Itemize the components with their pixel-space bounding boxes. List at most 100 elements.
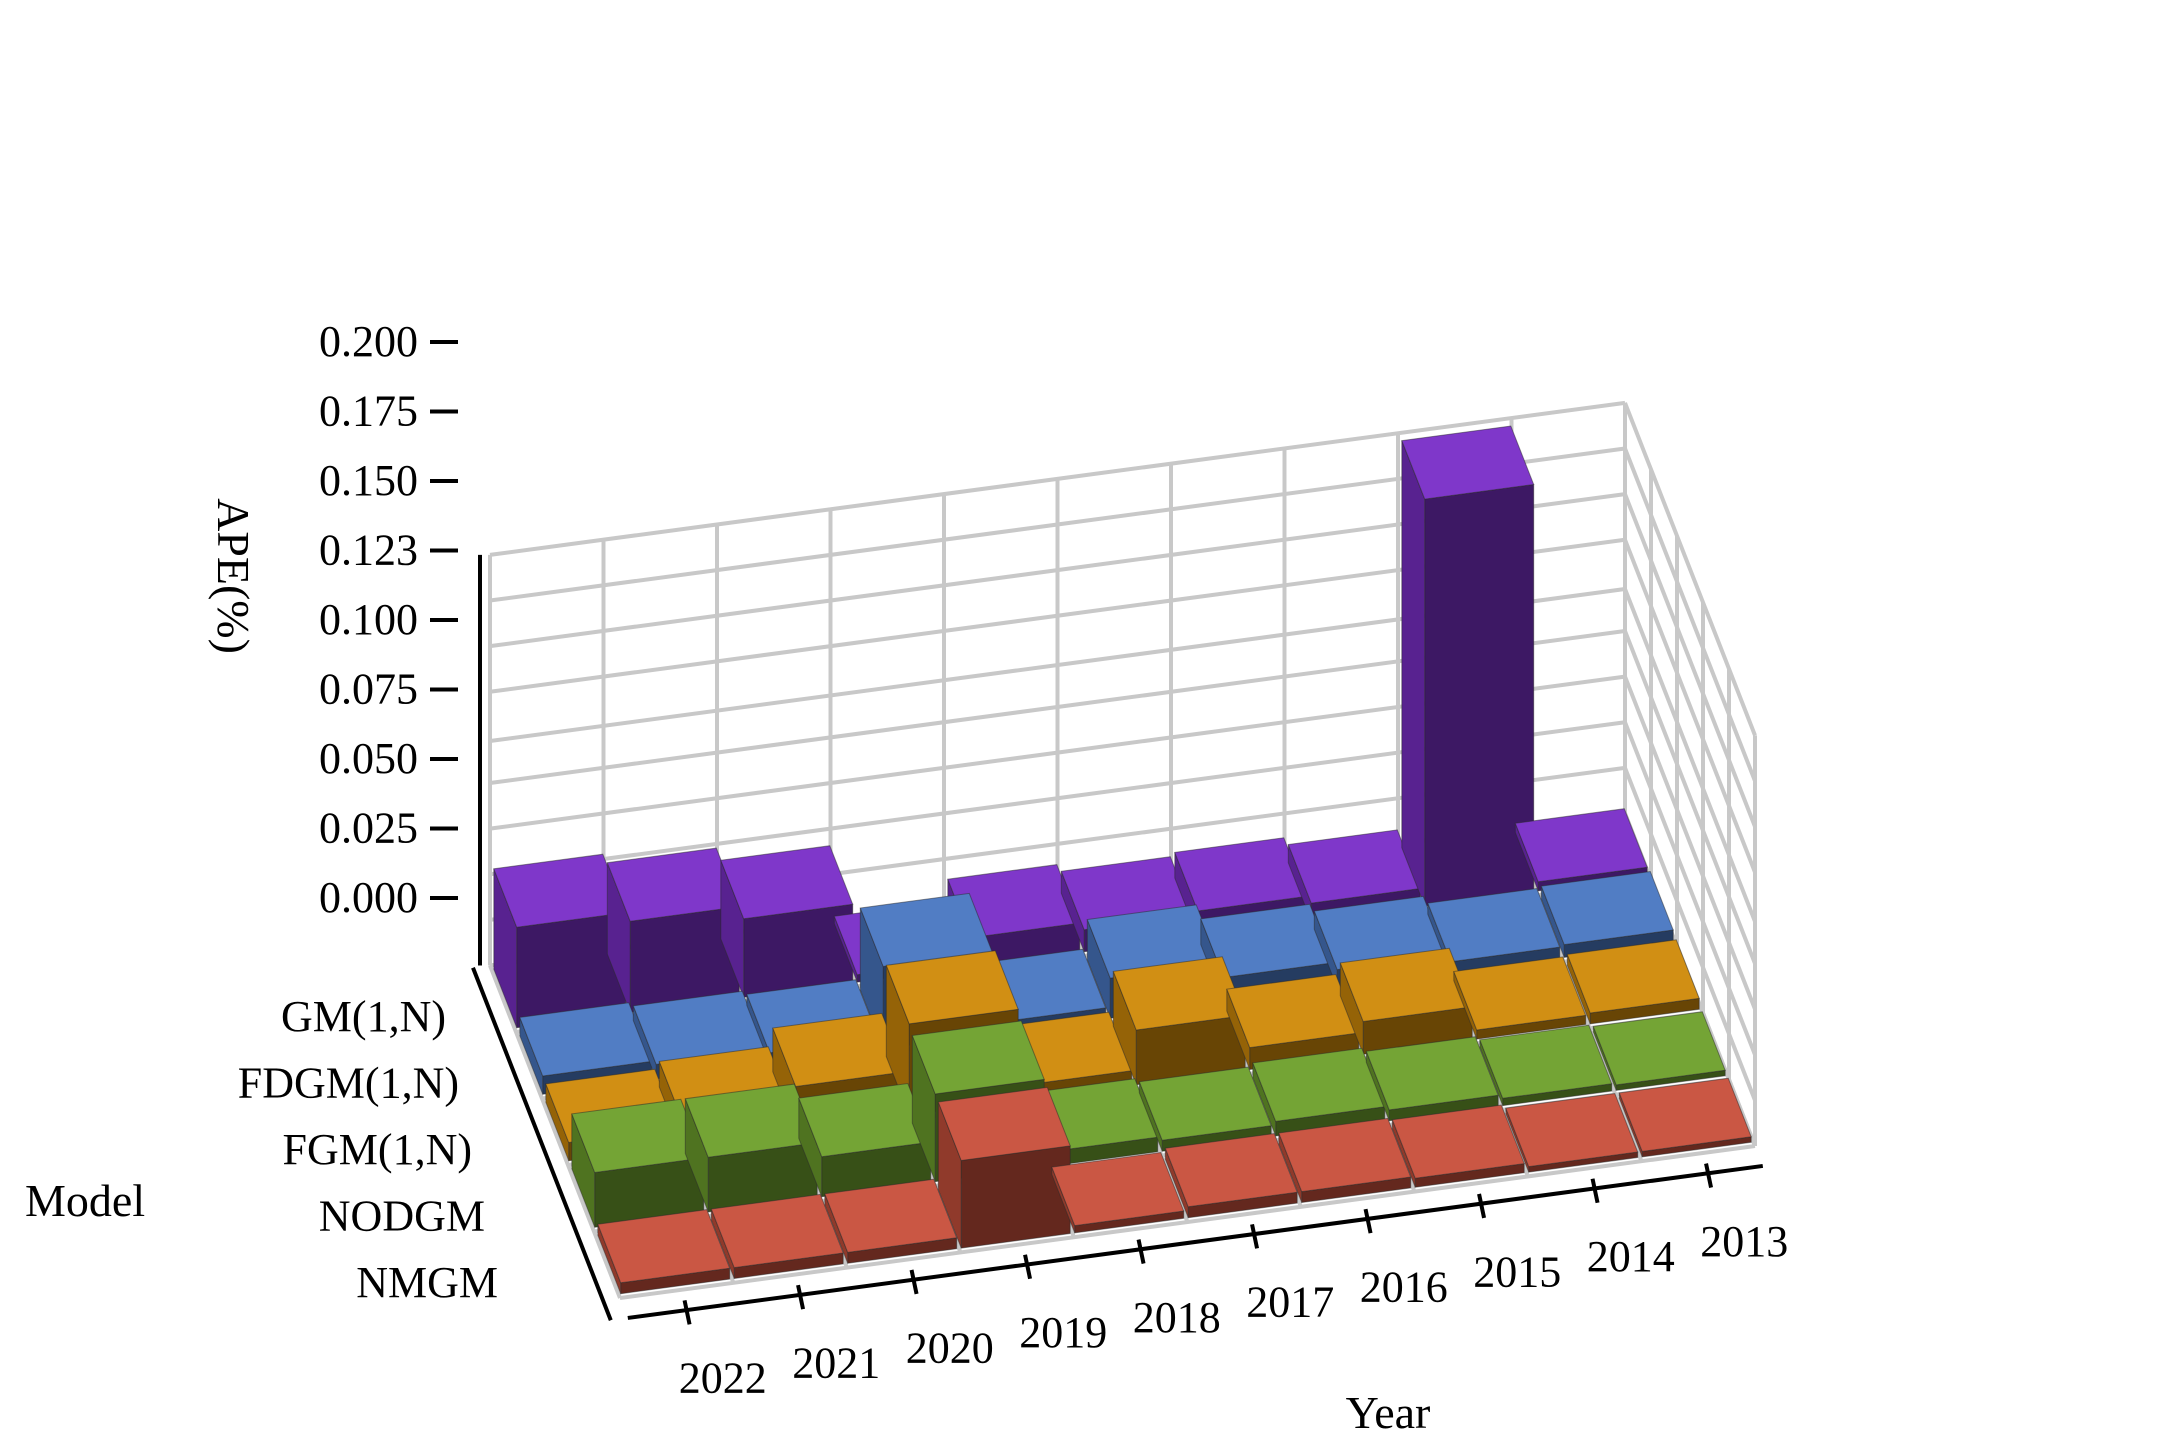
bar-nodgm-2015 xyxy=(1365,1036,1499,1122)
bar-gm-1-n--2014 xyxy=(1401,425,1535,907)
sidewall-horizontal-gridline xyxy=(1623,630,1757,965)
bar-side-face xyxy=(1401,440,1426,907)
bar-nmgm-2013 xyxy=(1618,1077,1752,1158)
bar-top-face xyxy=(684,1083,818,1158)
bar-top-face xyxy=(1479,1024,1613,1099)
z-tick-label: 0.175 xyxy=(319,387,418,436)
x-tick-mark xyxy=(682,1299,692,1325)
model-tick-label: FGM(1,N) xyxy=(283,1125,472,1174)
axis-layer: 0.000 0.025 0.050 0.075 0.100 0.123 0.150 0.175… xyxy=(319,317,1764,1325)
bar-nodgm-2020 xyxy=(798,1082,932,1198)
x-axis-title: Year xyxy=(1346,1387,1431,1438)
x-tick-label: 2019 xyxy=(1019,1308,1107,1357)
bar-front-face xyxy=(1424,483,1535,907)
bar-top-face xyxy=(1252,1047,1386,1122)
bar-nmgm-2016 xyxy=(1278,1117,1412,1204)
bar-top-face xyxy=(710,1193,844,1269)
bar-top-face xyxy=(1391,1104,1525,1179)
bar-top-face xyxy=(1365,1036,1499,1111)
bar-top-face xyxy=(1138,1066,1272,1141)
x-tick-mark xyxy=(1477,1193,1487,1219)
bar-front-face xyxy=(960,1145,1071,1249)
floor-year-gridline xyxy=(488,964,622,1299)
bar-top-face xyxy=(597,1209,731,1284)
x-tick-label: 2016 xyxy=(1360,1263,1448,1312)
z-tick-label: 0.200 xyxy=(319,317,418,366)
bar-nmgm-2019 xyxy=(937,1086,1071,1249)
z-tick-label: 0.100 xyxy=(319,595,418,644)
z-tick-label: 0.123 xyxy=(319,526,418,575)
bar-gm-1-n--2022 xyxy=(493,853,627,1029)
bar-top-face xyxy=(1339,947,1473,1023)
bar-nmgm-2015 xyxy=(1391,1104,1525,1188)
x-tick-label: 2015 xyxy=(1473,1247,1561,1296)
bar-nmgm-2018 xyxy=(1051,1151,1185,1234)
sidewall-horizontal-gridline xyxy=(1623,588,1757,923)
bar-nmgm-2020 xyxy=(824,1178,958,1264)
x-tick-label: 2014 xyxy=(1587,1232,1675,1281)
bar-top-face xyxy=(1505,1092,1639,1168)
bar-gm-1-n--2021 xyxy=(606,847,740,1014)
bar-top-face xyxy=(1427,887,1561,963)
floor-row-gridline xyxy=(619,1144,1756,1300)
sidewall-horizontal-gridline xyxy=(1623,675,1757,1010)
z-tick-label: 0.075 xyxy=(319,665,418,714)
y-axis-title: Model xyxy=(25,1175,145,1226)
model-tick-label: NMGM xyxy=(356,1258,498,1307)
bar-nodgm-2016 xyxy=(1252,1047,1386,1137)
x-tick-mark xyxy=(1590,1178,1600,1204)
sidewall-horizontal-gridline xyxy=(1623,447,1757,782)
bar-top-face xyxy=(1566,939,1700,1014)
bar-top-face xyxy=(1287,829,1421,904)
sidewall-horizontal-gridline xyxy=(1623,402,1757,737)
x-tick-label: 2018 xyxy=(1133,1293,1221,1342)
z-tick-label: 0.000 xyxy=(319,873,418,922)
z-axis-title: APE(%) xyxy=(208,498,259,654)
sidewall-horizontal-gridline xyxy=(1623,767,1757,1102)
x-tick-label: 2013 xyxy=(1700,1217,1788,1266)
y-axis-line xyxy=(471,967,613,1321)
bar-top-face xyxy=(519,1002,653,1077)
bar-fgm-1-n--2017 xyxy=(1112,956,1246,1086)
bar-nodgm-2022 xyxy=(571,1098,705,1228)
label-layer: APE(%) Model Year 2022 2021 2020 2019 2018 20… xyxy=(25,498,1788,1438)
x-tick-mark xyxy=(796,1284,806,1310)
bar-fgm-1-n--2016 xyxy=(1226,973,1360,1071)
bar-top-face xyxy=(1226,973,1360,1049)
bar-nmgm-2022 xyxy=(597,1209,731,1295)
bar-top-face xyxy=(911,1020,1045,1095)
sidewall-horizontal-gridline xyxy=(1623,539,1757,873)
bar-top-face xyxy=(1514,808,1648,883)
bar-top-face xyxy=(1164,1133,1298,1208)
bar-top-face xyxy=(606,847,740,922)
bar-nodgm-2014 xyxy=(1479,1024,1613,1107)
bar-top-face xyxy=(1618,1077,1752,1152)
bar-nodgm-2013 xyxy=(1592,1011,1726,1091)
bar-top-face xyxy=(1592,1011,1726,1086)
bar-top-face xyxy=(1200,903,1334,979)
x-tick-mark xyxy=(1363,1208,1373,1234)
z-tick-label: 0.150 xyxy=(319,456,418,505)
bar-nmgm-2021 xyxy=(710,1193,844,1280)
bar-fgm-1-n--2015 xyxy=(1339,947,1473,1055)
model-tick-label: GM(1,N) xyxy=(281,992,446,1041)
bar-layer xyxy=(493,425,1752,1295)
bar-fgm-1-n--2014 xyxy=(1453,956,1587,1040)
model-tick-label: NODGM xyxy=(319,1191,485,1240)
bar-top-face xyxy=(1540,870,1674,946)
bar-top-face xyxy=(824,1178,958,1253)
bar-nmgm-2017 xyxy=(1164,1133,1298,1219)
x-tick-label: 2021 xyxy=(792,1339,880,1388)
bar-top-face xyxy=(1278,1117,1412,1193)
bar-gm-1-n--2020 xyxy=(720,845,854,998)
bar-top-face xyxy=(937,1086,1071,1162)
x-axis-line xyxy=(627,1163,1764,1320)
bar-top-face xyxy=(1401,425,1535,500)
x-tick-label: 2020 xyxy=(906,1323,994,1372)
x-tick-mark xyxy=(909,1269,919,1295)
bar-top-face xyxy=(885,950,1019,1025)
bar-fdgm-1-n--2013 xyxy=(1540,870,1674,958)
bar-top-face xyxy=(1174,837,1308,912)
bar-top-face xyxy=(1051,1151,1185,1227)
